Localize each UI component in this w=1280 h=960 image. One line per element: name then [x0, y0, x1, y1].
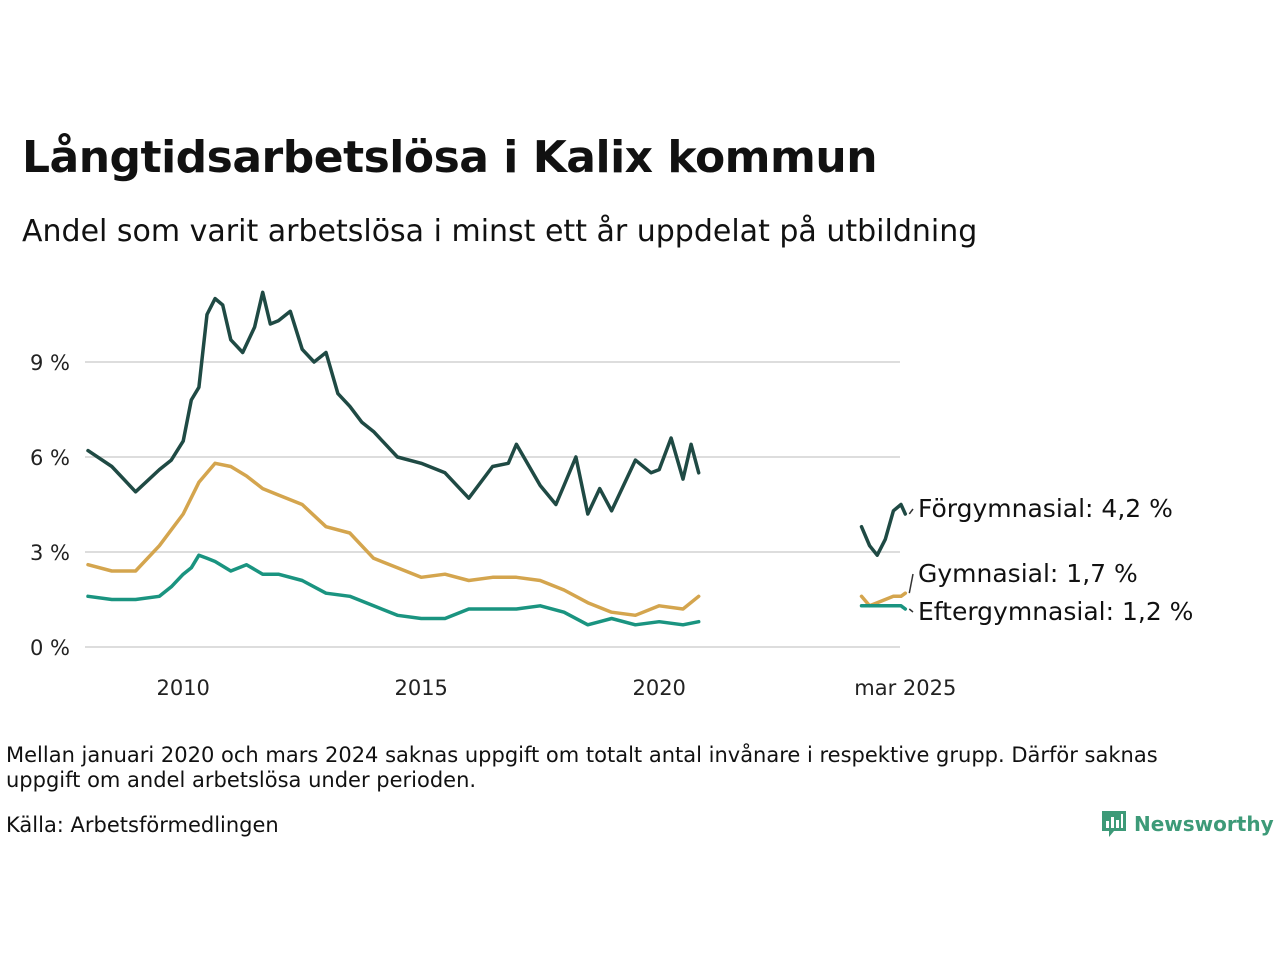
label-leader-line	[908, 573, 914, 594]
x-tick-label: 2015	[394, 676, 447, 700]
y-tick-label: 3 %	[30, 541, 70, 565]
gridlines	[85, 360, 900, 648]
end-label-förgymnasial: Förgymnasial: 4,2 %	[918, 494, 1173, 523]
end-label-gymnasial: Gymnasial: 1,7 %	[918, 559, 1138, 588]
x-tick-label: 2010	[156, 676, 209, 700]
x-axis-tick-labels: 2010 2015 2020 mar 2025	[156, 676, 956, 700]
series-line-förgymnasial	[86, 290, 701, 516]
label-leader-line	[908, 608, 914, 613]
source-credit: Källa: Arbetsförmedlingen	[6, 813, 279, 837]
series-line-gymnasial	[859, 591, 908, 608]
chart-subtitle: Andel som varit arbetslösa i minst ett å…	[22, 214, 978, 249]
x-tick-label: 2020	[632, 676, 685, 700]
y-tick-label: 6 %	[30, 446, 70, 470]
series-line-gymnasial	[86, 461, 701, 618]
series-end-labels: Förgymnasial: 4,2 % Gymnasial: 1,7 % Efter…	[908, 494, 1193, 626]
newsworthy-logo: Newsworthy	[1100, 809, 1274, 839]
x-tick-label: mar 2025	[854, 676, 956, 700]
end-label-eftergymnasial: Eftergymnasial: 1,2 %	[918, 597, 1193, 626]
y-tick-label: 0 %	[30, 636, 70, 660]
footnote: Mellan januari 2020 och mars 2024 saknas…	[6, 743, 1158, 792]
brand-name: Newsworthy	[1134, 812, 1274, 836]
y-axis-tick-labels: 0 % 3 % 6 % 9 %	[30, 351, 70, 660]
y-tick-label: 9 %	[30, 351, 70, 375]
chart-logo-icon	[1102, 811, 1126, 837]
series-line-eftergymnasial	[859, 604, 908, 611]
chart-title: Långtidsarbetslösa i Kalix kommun	[22, 132, 878, 183]
series-line-förgymnasial	[859, 502, 908, 557]
label-leader-line	[908, 508, 914, 515]
series-lines	[86, 290, 908, 627]
series-line-eftergymnasial	[86, 553, 701, 627]
